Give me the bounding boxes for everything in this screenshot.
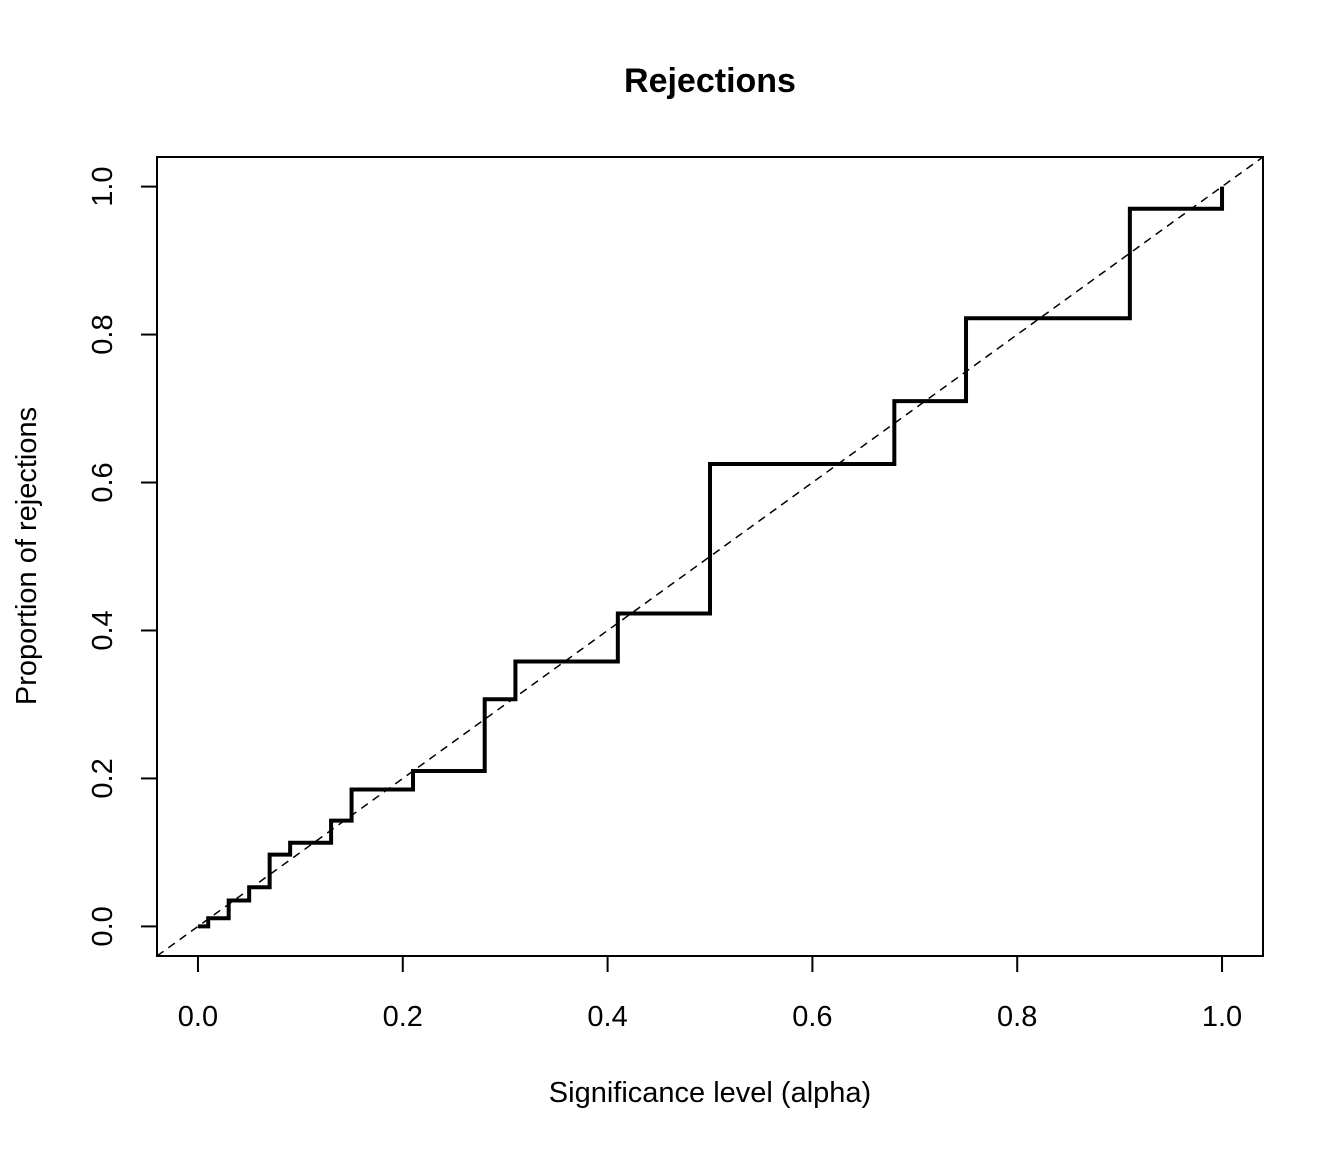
x-tick-label: 0.0 xyxy=(178,1001,218,1033)
y-tick-label: 0.4 xyxy=(87,610,119,650)
y-tick-label: 0.2 xyxy=(87,758,119,798)
y-tick-label: 0.6 xyxy=(87,462,119,502)
y-axis-label: Proportion of rejections xyxy=(11,407,43,705)
y-tick-label: 0.8 xyxy=(87,314,119,354)
plot-marks xyxy=(156,156,1264,957)
x-axis-label: Significance level (alpha) xyxy=(549,1077,871,1109)
chart-title: Rejections xyxy=(624,62,796,100)
reference-line-diagonal xyxy=(156,156,1264,957)
y-axis: 0.0 0.2 0.4 0.6 0.8 1.0 xyxy=(87,166,158,947)
x-axis: 0.0 0.2 0.4 0.6 0.8 1.0 xyxy=(178,955,1242,1033)
x-tick-label: 1.0 xyxy=(1202,1001,1242,1033)
x-tick-label: 0.8 xyxy=(997,1001,1037,1033)
x-tick-label: 0.2 xyxy=(383,1001,423,1033)
x-tick-label: 0.4 xyxy=(587,1001,627,1033)
y-tick-label: 0.0 xyxy=(87,906,119,946)
x-tick-label: 0.6 xyxy=(792,1001,832,1033)
y-tick-label: 1.0 xyxy=(87,166,119,206)
step-line-series xyxy=(197,186,1225,929)
